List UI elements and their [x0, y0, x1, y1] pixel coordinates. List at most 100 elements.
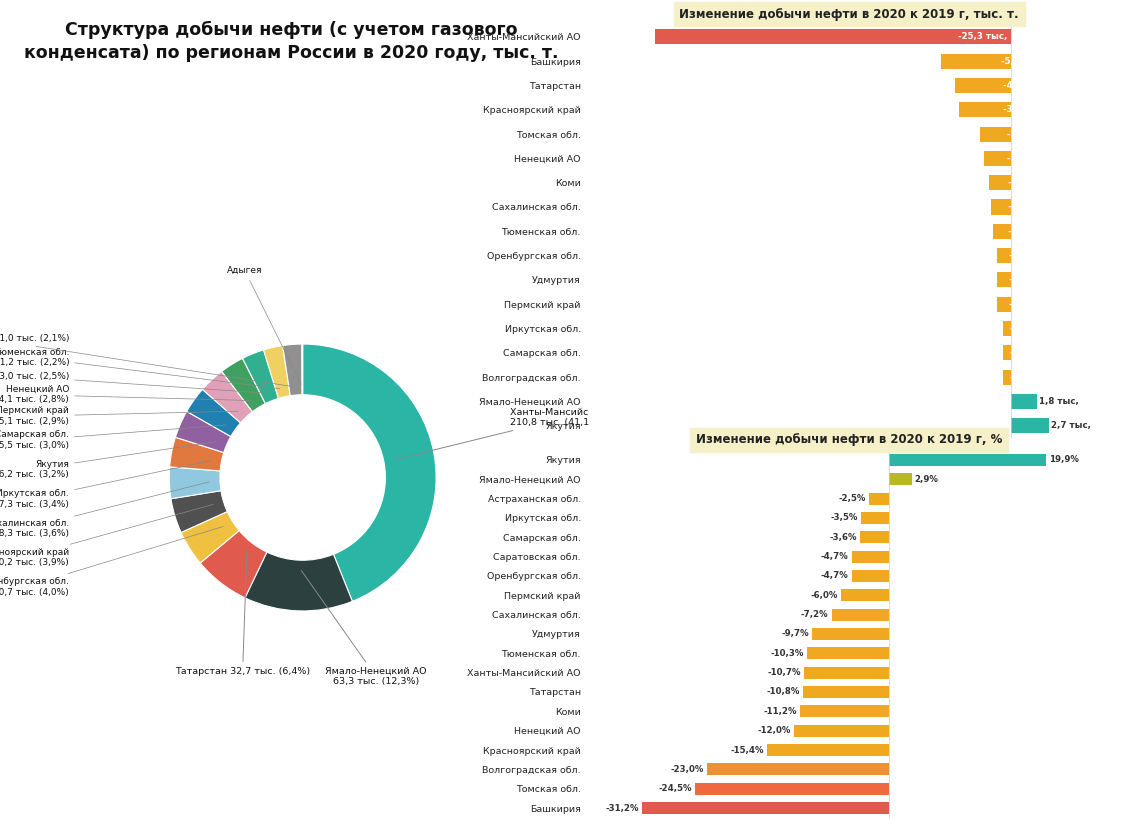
Wedge shape — [182, 511, 239, 563]
Text: Коми 13,0 тыс. (2,5%): Коми 13,0 тыс. (2,5%) — [0, 372, 266, 393]
Text: -4,0 тыс,: -4,0 тыс, — [1002, 81, 1046, 90]
Text: -15,4%: -15,4% — [731, 746, 763, 754]
Bar — [804, 686, 889, 698]
Wedge shape — [187, 389, 241, 436]
Bar — [832, 609, 889, 620]
Bar — [1002, 321, 1011, 336]
Text: -1,0 тыс,: -1,0 тыс, — [1009, 300, 1053, 309]
Bar — [695, 783, 889, 795]
Text: Иркутская обл.
17,3 тыс. (3,4%): Иркутская обл. 17,3 тыс. (3,4%) — [0, 461, 211, 509]
Text: -9,7%: -9,7% — [781, 629, 809, 638]
Bar — [997, 297, 1011, 311]
Text: -7,2%: -7,2% — [802, 610, 828, 620]
Text: -25,3 тыс,: -25,3 тыс, — [957, 32, 1007, 41]
Wedge shape — [169, 467, 221, 499]
Text: Структура добычи нефти (с учетом газового
конденсата) по регионам России в 2020 : Структура добычи нефти (с учетом газовог… — [25, 21, 558, 63]
Bar — [852, 570, 889, 582]
Text: -5,0 тыс,: -5,0 тыс, — [1001, 57, 1044, 66]
Text: -1,6 тыс,: -1,6 тыс, — [1008, 178, 1051, 188]
Wedge shape — [203, 372, 252, 423]
Text: -31,2%: -31,2% — [605, 804, 639, 813]
Text: -0,6 тыс,: -0,6 тыс, — [1010, 349, 1054, 358]
Wedge shape — [170, 491, 228, 533]
Bar — [807, 648, 889, 659]
Text: -3,6%: -3,6% — [830, 533, 858, 542]
Bar — [989, 175, 1011, 190]
Wedge shape — [245, 552, 352, 611]
Wedge shape — [201, 530, 267, 598]
Wedge shape — [282, 344, 303, 396]
Bar — [1011, 394, 1037, 409]
Text: Якутия
16,2 тыс. (3,2%): Якутия 16,2 тыс. (3,2%) — [0, 442, 216, 479]
Bar — [655, 30, 1011, 45]
Bar — [960, 102, 1011, 117]
Text: 2,7 тыс,: 2,7 тыс, — [1051, 421, 1092, 430]
Bar — [861, 512, 889, 524]
Text: -1,9 тыс,: -1,9 тыс, — [1007, 154, 1050, 163]
Bar — [997, 273, 1011, 287]
Bar — [955, 78, 1011, 93]
Bar — [841, 589, 889, 601]
Bar — [1002, 345, 1011, 360]
Text: -11,2%: -11,2% — [763, 707, 797, 716]
Bar — [852, 551, 889, 563]
Text: Ямало-Ненецкий АО
63,3 тыс. (12,3%): Ямало-Ненецкий АО 63,3 тыс. (12,3%) — [302, 571, 427, 686]
Bar — [869, 492, 889, 505]
Text: -1,0 тыс,: -1,0 тыс, — [1009, 275, 1053, 284]
Text: -4,7%: -4,7% — [821, 572, 849, 581]
Bar — [800, 705, 889, 717]
Text: -10,8%: -10,8% — [767, 687, 800, 696]
Text: -10,7%: -10,7% — [768, 668, 802, 677]
Text: -3,5%: -3,5% — [831, 514, 858, 522]
Text: Ханты-Мансийский АО
210,8 тыс. (41,1%): Ханты-Мансийский АО 210,8 тыс. (41,1%) — [395, 408, 623, 459]
Wedge shape — [242, 350, 278, 404]
Text: -12,0%: -12,0% — [758, 726, 790, 735]
Bar — [767, 744, 889, 756]
Text: -4,7%: -4,7% — [821, 552, 849, 561]
Bar — [984, 151, 1011, 166]
Text: Самарская обл.
15,5 тыс. (3,0%): Самарская обл. 15,5 тыс. (3,0%) — [0, 425, 226, 450]
Wedge shape — [303, 344, 436, 601]
Text: 2,9%: 2,9% — [915, 475, 938, 484]
Text: -1,0 тыс,: -1,0 тыс, — [1009, 251, 1053, 260]
Text: -2,2 тыс,: -2,2 тыс, — [1007, 130, 1050, 139]
Bar — [642, 802, 889, 814]
Bar — [812, 628, 889, 640]
Wedge shape — [169, 437, 224, 471]
Text: Адыгея: Адыгея — [228, 266, 302, 384]
Text: 19,9%: 19,9% — [1049, 455, 1078, 464]
Text: Тюменская обл.
11,2 тыс. (2,2%): Тюменская обл. 11,2 тыс. (2,2%) — [0, 348, 280, 389]
Bar — [889, 473, 911, 485]
Text: Ненецкий АО
14,1 тыс. (2,8%): Ненецкий АО 14,1 тыс. (2,8%) — [0, 385, 252, 405]
Text: -1,3 тыс,: -1,3 тыс, — [1009, 227, 1051, 235]
Text: -10,3%: -10,3% — [771, 648, 804, 657]
Bar — [993, 224, 1011, 239]
Bar — [860, 531, 889, 544]
Wedge shape — [175, 411, 231, 453]
Bar — [804, 667, 889, 679]
Text: -24,5%: -24,5% — [658, 784, 692, 793]
Text: Пермский край
15,1 тыс. (2,9%): Пермский край 15,1 тыс. (2,9%) — [0, 406, 238, 426]
Bar — [997, 248, 1011, 263]
Text: Сахалинская обл.
18,3 тыс. (3,6%): Сахалинская обл. 18,3 тыс. (3,6%) — [0, 482, 210, 538]
Text: -23,0%: -23,0% — [670, 765, 704, 774]
Text: Красноярский край
20,2 тыс. (3,9%): Красноярский край 20,2 тыс. (3,9%) — [0, 505, 213, 567]
Wedge shape — [263, 345, 290, 398]
Title: Изменение добычи нефти в 2020 к 2019 г, тыс. т.: Изменение добычи нефти в 2020 к 2019 г, … — [679, 7, 1019, 21]
Text: Астраханская обл.11,0 тыс. (2,1%): Астраханская обл.11,0 тыс. (2,1%) — [0, 335, 293, 387]
Wedge shape — [222, 358, 266, 411]
Bar — [794, 724, 889, 737]
Text: -0,6 тыс,: -0,6 тыс, — [1010, 373, 1054, 382]
Text: -0,6 тыс,: -0,6 тыс, — [1010, 324, 1054, 333]
Text: -3,7 тыс,: -3,7 тыс, — [1003, 105, 1047, 114]
Bar — [1011, 418, 1049, 433]
Bar — [941, 54, 1011, 69]
Bar — [991, 199, 1011, 215]
Title: Изменение добычи нефти в 2020 к 2019 г, %: Изменение добычи нефти в 2020 к 2019 г, … — [696, 433, 1002, 446]
Text: -1,4 тыс,: -1,4 тыс, — [1008, 202, 1051, 211]
Bar — [889, 453, 1046, 466]
Bar — [707, 763, 889, 776]
Bar — [1002, 369, 1011, 385]
Text: -6,0%: -6,0% — [810, 591, 839, 600]
Text: Оренбургская обл.
20,7 тыс. (4,0%): Оренбургская обл. 20,7 тыс. (4,0%) — [0, 526, 223, 596]
